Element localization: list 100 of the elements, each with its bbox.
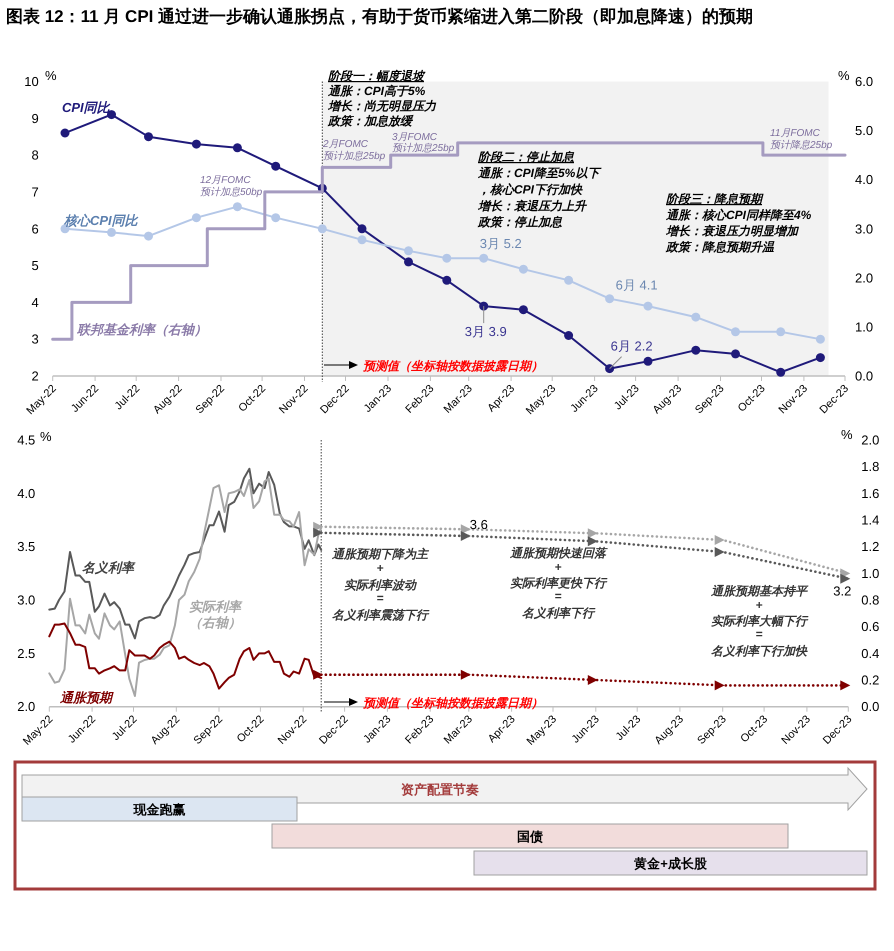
annotation: 名义利率震荡下行 bbox=[332, 608, 430, 622]
annotation: 预计加息25bp bbox=[392, 142, 455, 154]
data-label: 3.2 bbox=[833, 584, 852, 599]
point bbox=[192, 213, 201, 222]
point bbox=[442, 276, 452, 285]
y2-tick-label: 1.6 bbox=[861, 486, 880, 501]
annotation: = bbox=[755, 627, 763, 641]
y-axis-title: % bbox=[40, 429, 52, 444]
annotation: 通胀预期快速回落 bbox=[509, 546, 608, 560]
point bbox=[404, 257, 413, 266]
y-tick-label: 2.5 bbox=[17, 646, 36, 661]
annotation: 名义利率下行加快 bbox=[711, 644, 808, 658]
point bbox=[107, 228, 116, 237]
y-tick-label: 5 bbox=[31, 258, 39, 274]
point bbox=[605, 364, 614, 374]
chart-title: 图表 12：11 月 CPI 通过进一步确认通胀拐点，有助于货币紧缩进入第二阶段（即加息降速）的预期 bbox=[6, 7, 754, 26]
y-tick-label: 7 bbox=[31, 184, 39, 200]
point bbox=[816, 353, 825, 362]
y-tick-label: 3.0 bbox=[17, 592, 36, 608]
y2-tick-label: 1.4 bbox=[861, 512, 880, 528]
annotation: 11月FOMC bbox=[770, 128, 821, 139]
y-tick-label: 2.0 bbox=[17, 699, 36, 714]
point bbox=[714, 680, 725, 690]
point bbox=[776, 368, 786, 377]
annotation: 阶段二：停止加息 bbox=[477, 150, 575, 164]
annotation: 2月FOMC bbox=[322, 139, 369, 150]
point bbox=[731, 327, 740, 336]
annotation: 通胀：CPI降至5%以下，核心CPI下行加快 bbox=[477, 166, 602, 196]
point bbox=[313, 528, 324, 538]
y2-tick-label: 4.0 bbox=[855, 172, 874, 188]
point bbox=[605, 294, 614, 304]
point bbox=[358, 235, 366, 244]
y2-tick-label: 0.0 bbox=[861, 699, 880, 714]
point bbox=[588, 675, 598, 685]
series-label: 实际利率（右轴） bbox=[189, 599, 243, 630]
annotation: 增长：衰退压力明显增加 bbox=[665, 224, 800, 238]
point bbox=[60, 128, 70, 138]
point bbox=[714, 535, 725, 545]
point bbox=[313, 670, 324, 680]
point bbox=[232, 143, 242, 152]
annotation: 3月 5.2 bbox=[480, 236, 522, 252]
y2-tick-label: 0.8 bbox=[861, 592, 880, 608]
text: 资产配置节奏 bbox=[401, 782, 479, 797]
annotation: 通胀：核心CPI同样降至4% bbox=[665, 208, 812, 222]
category-label: 现金跑赢 bbox=[132, 802, 186, 817]
point bbox=[564, 276, 574, 285]
y-tick-label: 2 bbox=[31, 368, 39, 384]
point bbox=[588, 536, 598, 546]
annotation: 预测值（坐标轴按数据披露日期） bbox=[363, 359, 543, 373]
point bbox=[731, 349, 740, 358]
annotation: 预计降息25bp bbox=[770, 139, 833, 151]
annotation: 通胀：CPI高于5% bbox=[327, 84, 426, 98]
point bbox=[232, 202, 242, 212]
annotation: 增长：衰退压力上升 bbox=[477, 199, 588, 213]
y2-tick-label: 0.0 bbox=[855, 368, 874, 384]
point bbox=[318, 224, 327, 234]
y-tick-label: 8 bbox=[31, 148, 39, 163]
y2-axis-title: % bbox=[838, 68, 850, 83]
point bbox=[192, 140, 201, 149]
point bbox=[518, 305, 528, 314]
point bbox=[144, 232, 153, 241]
y2-tick-label: 1.0 bbox=[861, 566, 880, 581]
series-label: 通胀预期 bbox=[59, 690, 114, 705]
series-label: 核心CPI同比 bbox=[63, 213, 139, 228]
y2-tick-label: 3.0 bbox=[855, 221, 874, 236]
category-label: 国债 bbox=[517, 829, 543, 844]
annotation: 预测值（坐标轴按数据披露日期） bbox=[363, 696, 543, 710]
y2-tick-label: 5.0 bbox=[855, 123, 874, 138]
y2-tick-label: 0.4 bbox=[861, 646, 880, 661]
annotation: 阶段一：幅度退坡 bbox=[327, 69, 426, 83]
y2-tick-label: 6.0 bbox=[855, 74, 874, 89]
annotation: 增长：尚无明显压力 bbox=[327, 99, 437, 113]
series-label: 联邦基金利率（右轴） bbox=[77, 322, 207, 337]
annotation: 6月 4.1 bbox=[616, 278, 658, 293]
annotation: = bbox=[376, 591, 384, 605]
annotation: 通胀预期基本持平 bbox=[710, 584, 809, 598]
annotation: + bbox=[376, 561, 384, 575]
point bbox=[691, 346, 700, 355]
y2-tick-label: 0.2 bbox=[861, 672, 880, 688]
annotation: = bbox=[554, 589, 562, 603]
annotation: 实际利率波动 bbox=[344, 578, 417, 592]
y-tick-label: 4.5 bbox=[17, 432, 36, 448]
point bbox=[840, 574, 850, 584]
point bbox=[460, 531, 471, 541]
point bbox=[479, 302, 488, 311]
annotation: 12月FOMC bbox=[200, 175, 252, 186]
annotation: 实际利率更快下行 bbox=[510, 576, 608, 590]
line-series bbox=[48, 468, 322, 640]
point bbox=[460, 670, 471, 680]
y2-tick-label: 1.2 bbox=[861, 539, 880, 554]
annotation: + bbox=[554, 560, 562, 574]
y-axis-title: % bbox=[45, 68, 57, 83]
y2-axis-title: % bbox=[841, 427, 853, 442]
y2-tick-label: 1.0 bbox=[855, 319, 874, 334]
point bbox=[644, 302, 652, 311]
point bbox=[776, 327, 786, 336]
annotation: 预计加息50bp bbox=[200, 186, 263, 198]
y2-tick-label: 2.0 bbox=[855, 270, 874, 286]
point bbox=[644, 356, 652, 366]
point bbox=[714, 547, 725, 557]
